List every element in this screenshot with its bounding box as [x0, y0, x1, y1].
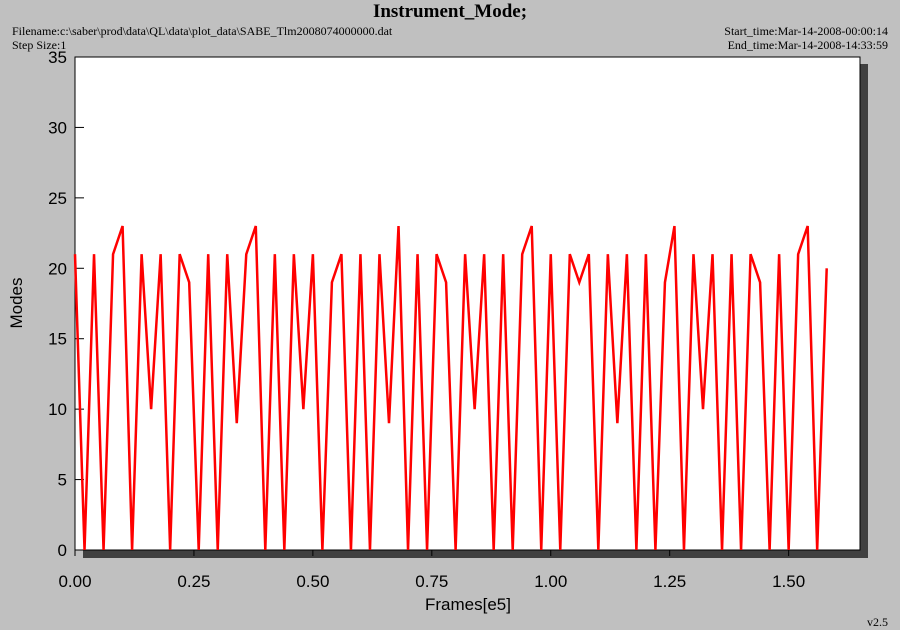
x-tick-label: 1.25	[653, 572, 686, 591]
y-tick-label: 5	[58, 471, 67, 490]
y-tick-label: 35	[48, 48, 67, 67]
y-tick-label: 20	[48, 259, 67, 278]
y-tick-label: 25	[48, 189, 67, 208]
y-tick-label: 30	[48, 118, 67, 137]
y-tick-label: 15	[48, 330, 67, 349]
start-time: Start_time:Mar-14-2008-00:00:14	[724, 24, 888, 38]
x-tick-label: 0.50	[296, 572, 329, 591]
y-tick-label: 0	[58, 541, 67, 560]
data-line	[73, 225, 828, 551]
step-size: Step Size:1	[12, 38, 66, 52]
x-tick-label: 1.50	[772, 572, 805, 591]
x-tick-label: 0.25	[177, 572, 210, 591]
x-tick-label: 0.75	[415, 572, 448, 591]
x-axis-label: Frames[e5]	[425, 595, 511, 614]
end-time: End_time:Mar-14-2008-14:33:59	[728, 38, 888, 52]
chart-title: Instrument_Mode;	[373, 1, 527, 22]
x-tick-label: 1.00	[534, 572, 567, 591]
filename: Filename:c:\saber\prod\data\QL\data\plot…	[12, 24, 393, 38]
y-axis-label: Modes	[7, 277, 26, 328]
x-tick-label: 0.00	[58, 572, 91, 591]
version: v2.5	[867, 615, 888, 629]
y-tick-label: 10	[48, 400, 67, 419]
